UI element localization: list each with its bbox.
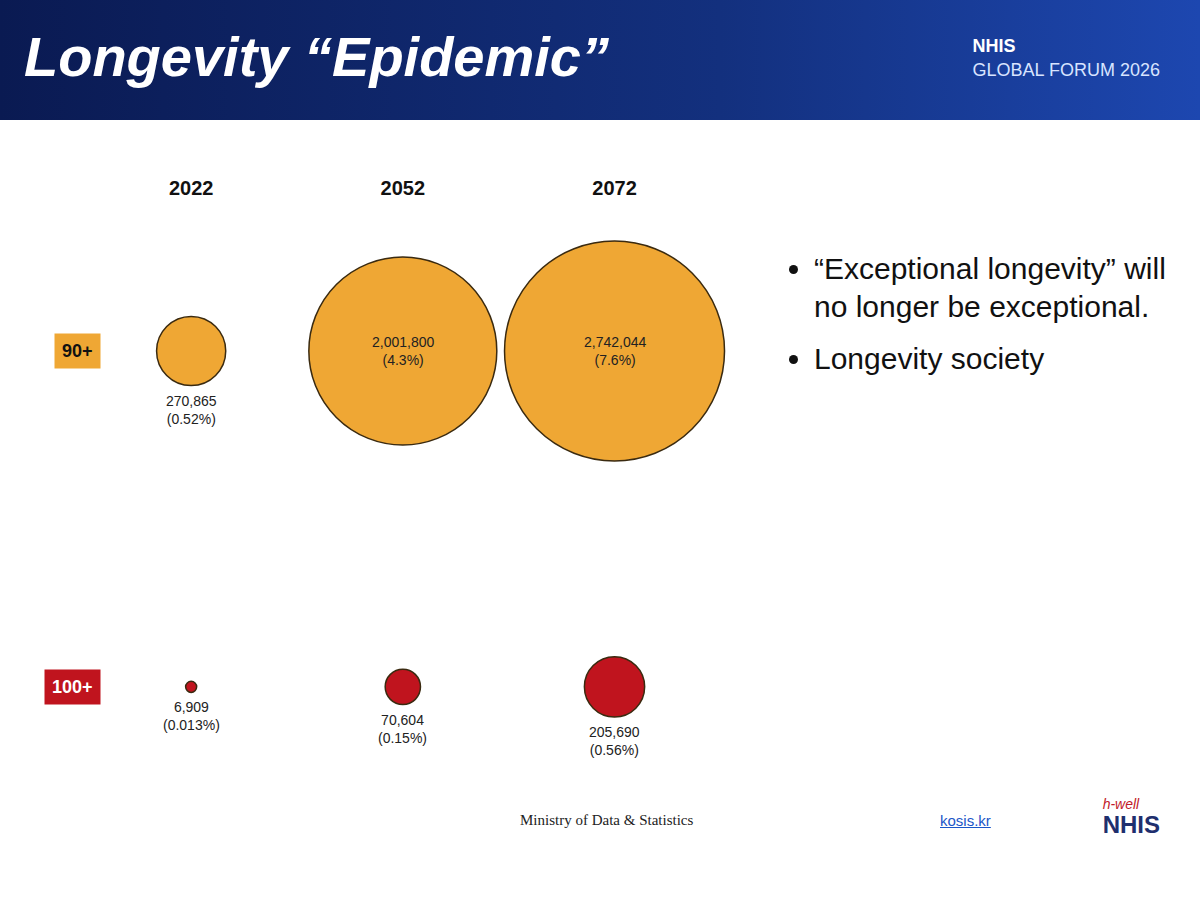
html-text:GLOBAL FORUM 2026: GLOBAL FORUM 2026 (972, 60, 1160, 80)
svg-text:100+: 100+ (52, 677, 93, 697)
svg-text:2022: 2022 (169, 177, 214, 199)
html-text:Ministry of Data & Statistics: Ministry of Data & Statistics (520, 812, 694, 828)
html-text:Longevity “Epidemic”: Longevity “Epidemic” (24, 25, 609, 88)
html-text:“Exceptional longevity” will n: “Exceptional longevity” will no longer b… (814, 252, 1166, 323)
svg-text:205,690(0.56%): 205,690(0.56%) (589, 724, 640, 758)
svg-text:6,909(0.013%): 6,909(0.013%) (163, 699, 220, 733)
svg-text:2052: 2052 (381, 177, 426, 199)
svg-text:70,604(0.15%): 70,604(0.15%) (378, 712, 427, 746)
svg-text:2,001,800(4.3%): 2,001,800(4.3%) (372, 334, 434, 368)
svg-text:90+: 90+ (62, 341, 93, 361)
html-text:kosis.kr: kosis.kr (940, 812, 991, 829)
html-text:Longevity society: Longevity society (814, 342, 1045, 375)
svg-text:270,865(0.52%): 270,865(0.52%) (166, 393, 217, 427)
svg-text:2,742,044(7.6%): 2,742,044(7.6%) (584, 334, 646, 368)
html-text:NHIS: NHIS (972, 36, 1016, 56)
svg-text:2072: 2072 (592, 177, 637, 199)
html-text:h-well: h-well (1102, 796, 1140, 812)
html-text:NHIS: NHIS (1102, 811, 1160, 838)
